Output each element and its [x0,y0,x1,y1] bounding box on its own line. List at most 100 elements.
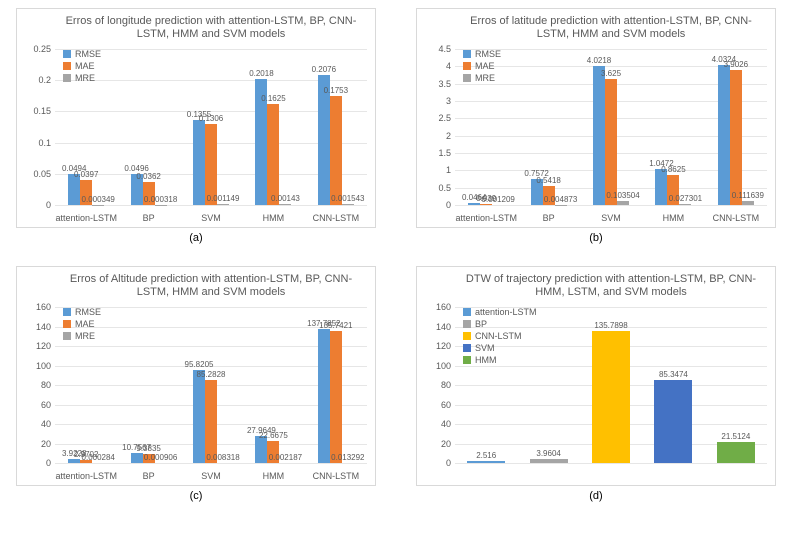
bar: 0.027301 [679,204,691,205]
x-axis-label: SVM [180,213,242,223]
gridline [55,205,367,206]
x-axis-label: CNN-LSTM [305,471,367,481]
bar-value-label: 0.103504 [606,191,639,200]
panel-a: Erros of longitude prediction with atten… [8,8,384,244]
bar-value-label: 95.8205 [185,360,214,369]
bar-value-label: 0.001543 [331,194,364,203]
bar-value-label: 0.000349 [82,195,115,204]
bar-value-label: 0.1306 [199,114,223,123]
bar-value-label: 0.8625 [661,165,685,174]
panel-caption: (b) [589,232,602,244]
ytick-label: 0.15 [21,106,51,116]
bar-group: 95.820585.28280.008318 [180,307,242,463]
ytick-label: 120 [421,341,451,351]
ytick-label: 0.1 [21,138,51,148]
bar-value-label: 0.004873 [544,195,577,204]
ytick-label: 80 [421,380,451,390]
panel-c: Erros of Altitude prediction with attent… [8,266,384,502]
chart-title: DTW of trajectory prediction with attent… [455,273,767,301]
ytick-label: 120 [21,341,51,351]
gridline [455,463,767,464]
bar-value-label: 0.2018 [249,69,273,78]
x-axis-label: BP [117,471,179,481]
ytick-label: 0 [21,200,51,210]
ytick-label: 140 [21,322,51,332]
bar-value-label: 3.9604 [536,449,560,458]
bar-group: 4.03243.90260.111639 [705,49,767,205]
ytick-label: 60 [421,400,451,410]
ytick-label: 60 [21,400,51,410]
ytick-label: 40 [421,419,451,429]
bar: 137.7852 [318,329,330,463]
ytick-label: 0 [421,458,451,468]
legend-item: CNN-LSTM [463,331,537,341]
panel-d: DTW of trajectory prediction with attent… [408,266,784,502]
bar-groups: 3.92282.97020.00028410.75679.38350.00090… [55,307,367,463]
x-axis-label: SVM [180,471,242,481]
bar: 0.1306 [205,124,217,205]
ytick-label: 3.5 [421,79,451,89]
bar: 0.0464 [468,203,480,205]
bar: 0.1625 [267,104,279,205]
bar-groups: 0.04940.03970.0003490.04960.03620.000318… [55,49,367,205]
bar-group: 0.75720.54180.004873 [517,49,579,205]
legend-item: MAE [463,61,501,71]
plot-area: 00.050.10.150.20.250.04940.03970.0003490… [55,49,367,205]
chart-box: Erros of longitude prediction with atten… [16,8,376,228]
legend-swatch [63,320,71,328]
chart-title: Erros of latitude prediction with attent… [455,15,767,43]
x-axis-label: attention-LSTM [55,471,117,481]
bar-value-label: 0.00143 [271,194,300,203]
legend-item: MAE [63,61,101,71]
x-axis-label: HMM [242,471,304,481]
ytick-label: 80 [21,380,51,390]
bar: 0.103504 [617,201,629,205]
legend-swatch [63,74,71,82]
legend-swatch [463,50,471,58]
panel-caption: (d) [589,490,602,502]
bar-value-label: 0.001209 [482,195,515,204]
legend-label: RMSE [75,49,101,59]
bar-group: 0.13550.13060.001149 [180,49,242,205]
legend-label: HMM [475,355,497,365]
legend-label: MAE [75,319,95,329]
bar-group: 0.20760.17530.001543 [305,49,367,205]
legend: RMSEMAEMRE [63,307,101,343]
x-axis-label: attention-LSTM [55,213,117,223]
bar-groups: 0.04640.0390.0012090.75720.54180.0048734… [455,49,767,205]
gridline [455,205,767,206]
bar-value-label: 0.0362 [136,172,160,181]
chart-box: Erros of Altitude prediction with attent… [16,266,376,486]
bar: 10.7567 [131,453,143,463]
legend-item: RMSE [463,49,501,59]
legend: attention-LSTM BP CNN-LSTM SVM HMM [463,307,537,367]
chart-title: Erros of Altitude prediction with attent… [55,273,367,301]
bar-value-label: 0.0397 [74,170,98,179]
legend-item: RMSE [63,307,101,317]
ytick-label: 0.05 [21,169,51,179]
legend-swatch [463,332,471,340]
bar-value-label: 3.625 [601,69,621,78]
legend-item: attention-LSTM [463,307,537,317]
bar-value-label: 0.1753 [324,86,348,95]
bar: 0.001149 [217,204,229,205]
bar: 1.0472 [655,169,667,205]
panel-b: Erros of latitude prediction with attent… [408,8,784,244]
chart-box: Erros of latitude prediction with attent… [416,8,776,228]
legend-swatch [63,50,71,58]
bar: 4.0218 [593,66,605,205]
bar: 95.8205 [193,370,205,463]
bar-group: 21.5124 [705,307,767,463]
bar-value-label: 4.0218 [587,56,611,65]
legend-label: BP [475,319,487,329]
legend-item: BP [463,319,537,329]
ytick-label: 20 [21,439,51,449]
legend-item: SVM [463,343,537,353]
bar-group: 1.04720.8625 0.027301 [642,49,704,205]
bar: 21.5124 [717,442,755,463]
bar-value-label: 3.9026 [724,60,748,69]
ytick-label: 100 [421,361,451,371]
bar-value-label: 0.002187 [269,453,302,462]
x-axis-labels: attention-LSTMBPSVMHMMCNN-LSTM [55,213,367,223]
x-axis-label: BP [517,213,579,223]
